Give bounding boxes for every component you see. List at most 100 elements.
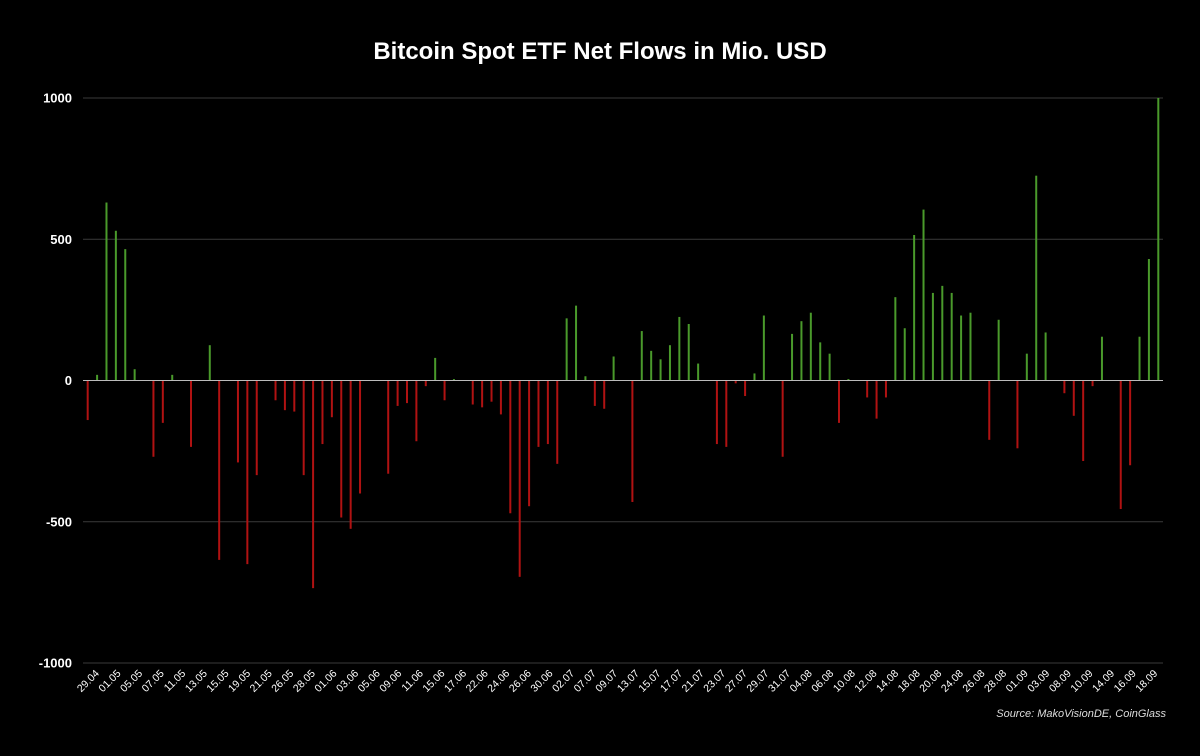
bar [678,316,681,381]
x-tick-label: 01.05 [96,668,123,695]
bar [518,380,521,577]
bar [349,380,352,529]
x-tick-label: 29.04 [75,668,102,695]
bar [575,305,578,381]
bar [640,331,643,381]
x-tick-label: 28.05 [291,668,318,695]
bar [556,380,559,464]
bar [809,312,812,381]
x-tick-label: 02.07 [550,668,577,695]
bar [481,380,484,408]
bar [1044,332,1047,381]
bar [913,235,916,381]
bar [697,363,700,381]
x-tick-label: 31.07 [766,668,793,695]
x-tick-label: 22.06 [464,668,491,695]
bar [725,380,728,447]
bar [650,350,653,381]
bar [847,379,850,381]
bar [246,380,249,565]
bar [190,380,192,447]
bar [424,380,427,387]
y-tick-label: 500 [50,232,72,247]
bar [1082,380,1085,462]
bar [866,380,869,398]
bar [950,292,953,381]
x-tick-label: 23.07 [701,668,728,695]
bar [171,374,174,381]
bar [762,315,765,381]
bar [668,345,671,381]
x-tick-label: 04.08 [788,668,815,695]
bar [406,380,408,404]
bar [415,380,418,442]
bar [546,380,549,445]
bar [1016,380,1019,449]
x-tick-label: 14.08 [874,668,901,695]
x-tick-label: 10.09 [1068,668,1095,695]
x-tick-label: 20.08 [917,668,944,695]
x-tick-label: 16.09 [1112,668,1139,695]
x-tick-label: 19.05 [226,668,253,695]
bar [255,380,258,476]
bar [884,380,887,398]
x-tick-label: 27.07 [723,668,750,695]
bar [161,380,164,423]
x-tick-label: 07.07 [572,668,599,695]
x-tick-label: 24.08 [939,668,966,695]
x-tick-label: 10.08 [831,668,858,695]
bar [612,356,615,381]
bar [86,380,89,421]
bar [1035,175,1038,381]
bar [960,315,963,381]
bar [1091,380,1094,387]
x-tick-label: 26.06 [507,668,534,695]
bar [105,202,108,381]
bar [603,380,606,409]
bar [124,249,127,381]
y-tick-label: -500 [46,514,72,529]
x-tick-label: 08.09 [1047,668,1074,695]
bar [631,380,634,502]
x-tick-label: 14.09 [1090,668,1117,695]
bar [490,380,493,402]
x-tick-label: 09.06 [377,668,404,695]
x-tick-label: 28.08 [982,668,1009,695]
bar [152,380,155,457]
bar [359,380,362,494]
bar [1129,380,1132,466]
bar [791,333,794,381]
bar [715,380,718,445]
x-tick-label: 06.08 [809,668,836,695]
bar [1100,336,1103,381]
bar [941,285,944,381]
bar [997,319,1000,381]
y-tick-label: 1000 [43,91,72,106]
x-tick-label: 01.06 [312,668,339,695]
bar [988,380,991,440]
x-tick-label: 15.06 [420,668,447,695]
x-tick-label: 09.07 [593,668,620,695]
bar [321,380,324,445]
bar [1025,353,1028,381]
bar [443,380,446,401]
bar [1138,336,1141,381]
x-tick-label: 21.07 [680,668,707,695]
x-tick-label: 11.06 [399,668,426,695]
x-tick-label: 21.05 [248,668,275,695]
bar [312,380,315,589]
bar [396,380,399,406]
x-tick-label: 01.09 [1004,668,1031,695]
bar [687,324,690,381]
x-tick-label: 18.08 [896,668,923,695]
x-tick-label: 29.07 [744,668,771,695]
bar [274,380,277,401]
bar [133,369,136,381]
bar [509,380,512,514]
bar [218,380,221,560]
x-tick-label: 13.05 [183,668,210,695]
x-tick-label: 26.05 [269,668,296,695]
bar [1157,98,1160,381]
bar [1147,259,1150,381]
